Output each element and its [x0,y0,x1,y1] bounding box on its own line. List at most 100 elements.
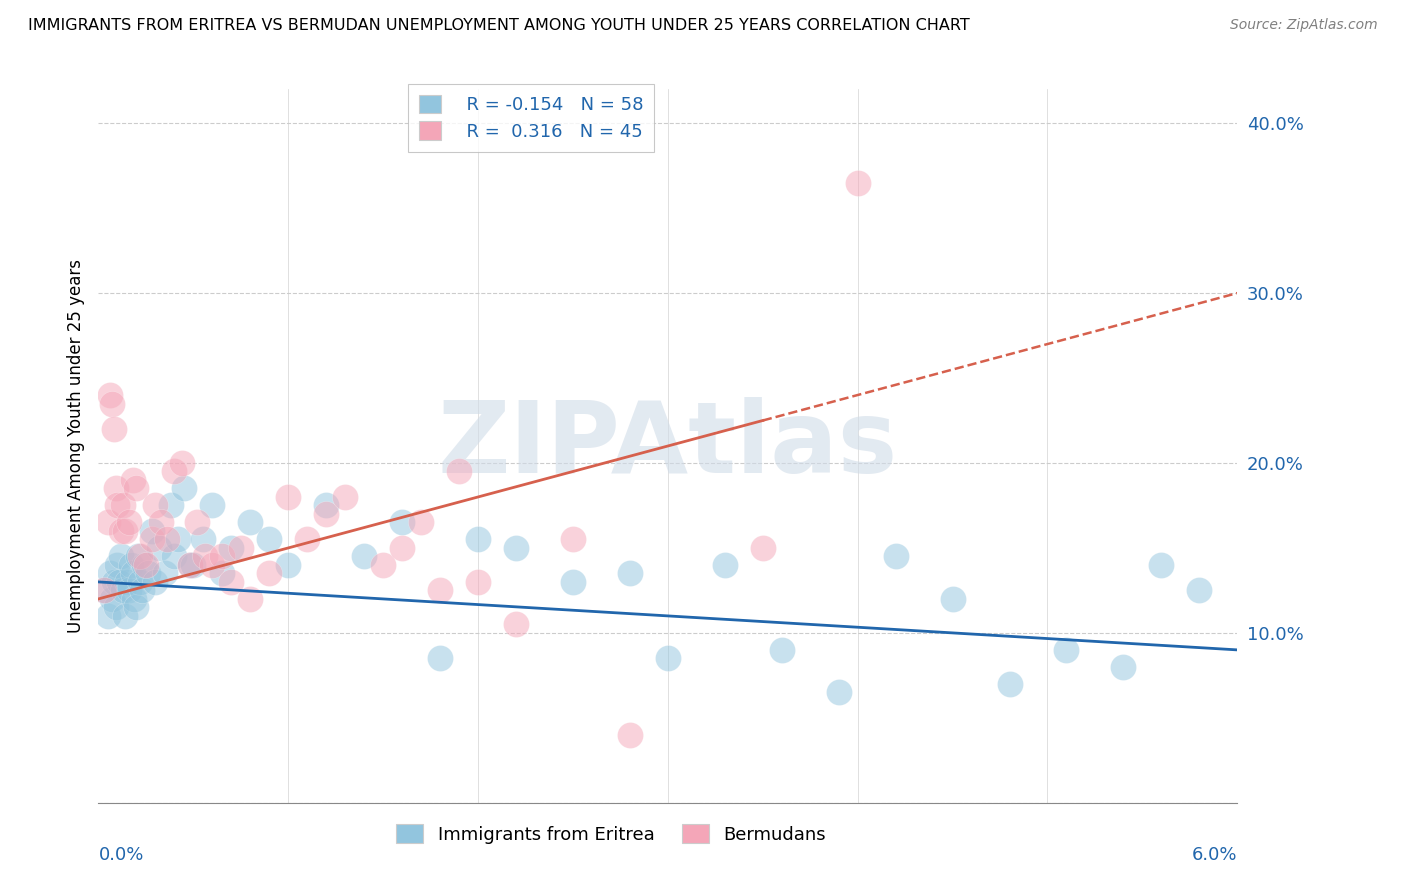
Point [103,422,125,436]
Legend: Immigrants from Eritrea, Bermudans: Immigrants from Eritrea, Bermudans [389,817,832,851]
Text: ZIPAtlas: ZIPAtlas [437,398,898,494]
Point [121,473,143,487]
Point [141,533,163,547]
Point [127,549,149,564]
Point [150,516,173,530]
Point [118,583,141,598]
Point [259,566,281,581]
Point [770,643,793,657]
Point [98,388,121,402]
Point [108,574,131,589]
Point [179,558,201,572]
Point [114,608,136,623]
Point [114,524,136,538]
Point [170,456,193,470]
Point [135,558,157,572]
Point [107,499,129,513]
Point [104,600,127,615]
Point [353,549,375,564]
Point [112,583,135,598]
Point [505,541,527,555]
Point [561,533,585,547]
Point [183,558,205,572]
Point [713,558,737,572]
Point [97,516,120,530]
Point [136,566,159,581]
Point [100,591,122,606]
Point [125,600,148,615]
Point [145,574,166,589]
Point [297,533,319,547]
Point [107,558,129,572]
Point [115,574,138,589]
Point [752,541,775,555]
Point [429,583,451,598]
Text: 0.0%: 0.0% [98,846,143,863]
Point [118,516,141,530]
Point [201,558,224,572]
Point [884,549,907,564]
Point [93,583,115,598]
Point [103,574,125,589]
Point [467,533,489,547]
Point [93,583,115,598]
Point [1188,583,1211,598]
Point [335,490,357,504]
Point [163,465,186,479]
Point [239,591,262,606]
Point [1054,643,1078,657]
Point [131,583,153,598]
Point [239,516,262,530]
Point [391,541,413,555]
Point [129,574,152,589]
Point [201,499,224,513]
Text: IMMIGRANTS FROM ERITREA VS BERMUDAN UNEMPLOYMENT AMONG YOUTH UNDER 25 YEARS CORR: IMMIGRANTS FROM ERITREA VS BERMUDAN UNEM… [28,18,970,33]
Point [100,396,122,410]
Point [124,591,146,606]
Point [619,728,641,742]
Point [191,533,214,547]
Point [167,533,190,547]
Point [219,541,243,555]
Point [194,549,217,564]
Point [391,516,413,530]
Point [121,566,143,581]
Point [104,482,127,496]
Point [229,541,252,555]
Point [429,651,451,665]
Point [942,591,965,606]
Point [447,465,470,479]
Point [277,558,299,572]
Point [145,499,166,513]
Point [371,558,394,572]
Point [846,176,869,190]
Point [186,516,208,530]
Point [619,566,641,581]
Text: Source: ZipAtlas.com: Source: ZipAtlas.com [1230,18,1378,32]
Point [129,549,152,564]
Point [561,574,585,589]
Point [315,499,337,513]
Point [1150,558,1173,572]
Point [156,533,179,547]
Point [132,558,155,572]
Point [120,558,142,572]
Point [179,558,201,572]
Point [148,541,170,555]
Text: 6.0%: 6.0% [1192,846,1237,863]
Point [98,566,121,581]
Point [998,677,1021,691]
Point [828,685,851,699]
Point [219,574,243,589]
Point [141,524,163,538]
Point [173,482,195,496]
Point [277,490,299,504]
Point [505,617,527,632]
Point [110,524,132,538]
Point [163,549,186,564]
Point [657,651,679,665]
Point [159,499,181,513]
Point [315,507,337,521]
Point [1112,660,1135,674]
Point [112,499,135,513]
